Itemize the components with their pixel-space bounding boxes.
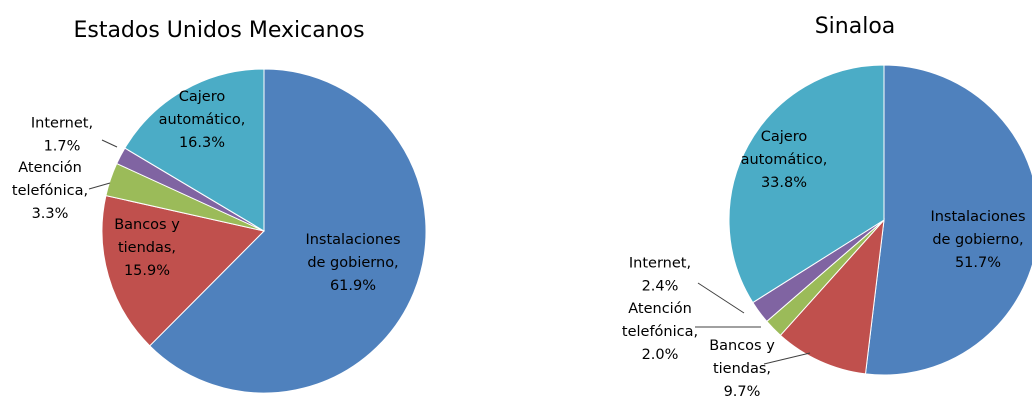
pie-chart-sinaloa: Sinaloa Instalaciones de gobierno, 51.7% Ban… xyxy=(622,14,1032,400)
pie-chart-estados-unidos-mexicanos: Estados Unidos Mexicanos Instalaciones de … xyxy=(12,18,427,394)
slice-label-line: Cajero xyxy=(179,89,226,105)
slice-label-line: de gobierno, xyxy=(307,255,398,271)
slice-label-line: 1.7% xyxy=(44,139,81,155)
slice-label-line: 33.8% xyxy=(761,175,807,191)
slice-label-line: 51.7% xyxy=(955,255,1001,271)
slice-label-line: 15.9% xyxy=(124,263,170,279)
slice-label-atencion: Atención telefónica, 3.3% xyxy=(12,160,88,222)
slice-label-line: 3.3% xyxy=(32,206,69,222)
slice-label-line: 61.9% xyxy=(330,278,376,294)
slice-label-line: 16.3% xyxy=(179,135,225,151)
slice-label-line: tiendas, xyxy=(118,240,176,256)
pie-slice-instalaciones xyxy=(864,64,1032,376)
slice-label-line: Instalaciones xyxy=(930,209,1025,225)
slice-label-instalaciones: Instalaciones de gobierno, 61.9% xyxy=(305,232,400,294)
slice-label-line: Bancos y xyxy=(709,338,775,354)
pie-slice-instalaciones xyxy=(149,68,427,394)
slice-label-line: tiendas, xyxy=(713,361,771,377)
chart-title: Estados Unidos Mexicanos xyxy=(73,18,364,43)
leader-line xyxy=(763,352,811,365)
slice-label-line: Atención xyxy=(628,301,692,317)
pie-slice-cajero xyxy=(124,68,265,232)
slice-label-line: de gobierno, xyxy=(932,232,1023,248)
slice-label-line: Atención xyxy=(18,160,82,176)
slice-label-atencion: Atención telefónica, 2.0% xyxy=(622,301,698,363)
slice-label-line: 2.4% xyxy=(642,279,679,295)
slice-label-internet: Internet, 1.7% xyxy=(31,116,93,155)
slice-label-line: Cajero xyxy=(761,129,808,145)
slice-label-line: Internet, xyxy=(629,256,691,272)
slice-label-bancos-y: Bancos y tiendas, 9.7% xyxy=(709,338,775,400)
slice-label-line: automático, xyxy=(741,152,828,168)
slice-label-line: 9.7% xyxy=(724,384,761,400)
leader-line xyxy=(697,282,745,314)
slice-label-line: Bancos y xyxy=(114,217,180,233)
slice-label-cajero: Cajero automático, 33.8% xyxy=(741,129,828,191)
pie-slice-bancos-y xyxy=(779,218,885,375)
slice-label-bancos-y: Bancos y tiendas, 15.9% xyxy=(114,217,180,279)
chart-title: Sinaloa xyxy=(815,14,896,39)
leader-line xyxy=(101,139,118,148)
pie-slice-bancos-y xyxy=(101,195,265,347)
slice-label-line: telefónica, xyxy=(12,183,88,199)
leader-line xyxy=(88,182,111,190)
slice-label-line: automático, xyxy=(159,112,246,128)
pie-slice-cajero xyxy=(728,64,885,304)
slice-label-line: Instalaciones xyxy=(305,232,400,248)
slice-label-line: Internet, xyxy=(31,116,93,132)
slice-label-line: telefónica, xyxy=(622,324,698,340)
slice-label-internet: Internet, 2.4% xyxy=(629,256,691,295)
slice-label-instalaciones: Instalaciones de gobierno, 51.7% xyxy=(930,209,1025,271)
slice-label-line: 2.0% xyxy=(642,347,679,363)
slice-label-cajero: Cajero automático, 16.3% xyxy=(159,89,246,151)
